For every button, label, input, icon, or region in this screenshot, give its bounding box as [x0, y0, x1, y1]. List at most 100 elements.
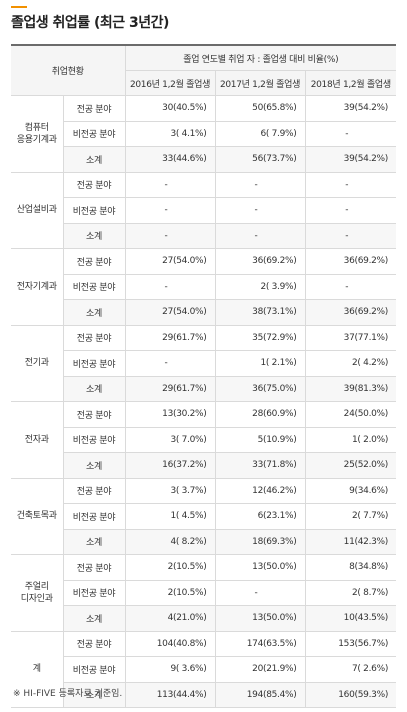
value-cell: 29(61.7%) [124, 325, 216, 351]
value-cell: 39(54.2%) [304, 95, 397, 122]
value-cell: 113(44.4%) [124, 682, 216, 708]
table-row: 비전공 분야 2(10.5%) -2( 8.7%) [11, 580, 397, 606]
header-row-group: 취업현황 졸업 연도별 취업 자 : 졸업생 대비 비율(%) [11, 45, 397, 96]
value-cell: - [304, 121, 397, 147]
header-employment-status: 취업현황 [11, 45, 126, 96]
value-cell: 2( 4.2%) [304, 350, 397, 377]
row-category: 전공 분야 [63, 325, 126, 351]
value-cell: - [124, 274, 216, 300]
table-row: 소계 - - - [11, 223, 397, 249]
value-cell: 13(50.0%) [214, 605, 306, 632]
value-cell: 2( 8.7%) [304, 580, 397, 606]
table-body: 컴퓨터 응용기계과 전공 분야 30(40.5%) 50(65.8%) 39(54.2%… [11, 95, 397, 708]
footnote: ※ HI-FIVE 등록자료 기준임. [13, 689, 123, 699]
table-row: 주얼리 디자인과 전공 분야 2(10.5%) 13(50.0%) 8(34.8%) [11, 554, 397, 632]
value-cell: 29(61.7%) [124, 376, 216, 402]
table-row: 비전공 분야 -1( 2.1%) 2( 4.2%) [11, 350, 397, 377]
row-category: 소계 [63, 299, 126, 326]
employment-table: 취업현황 졸업 연도별 취업 자 : 졸업생 대비 비율(%) 2016년 1,… [11, 44, 397, 708]
value-cell: - [214, 580, 306, 606]
value-cell: - [304, 274, 397, 300]
department-name: 전자기계과 [11, 248, 64, 326]
department-name: 산업설비과 [11, 172, 64, 249]
header-year-2018: 2018년 1,2월 졸업생 [304, 70, 397, 96]
table-row: 전자과 전공 분야 13(30.2%) 28(60.9%) 24(50.0%) [11, 401, 397, 479]
value-cell: 16(37.2%) [124, 452, 216, 479]
value-cell: - [214, 172, 306, 198]
row-category: 비전공 분야 [63, 503, 126, 530]
value-cell: 50(65.8%) [214, 95, 306, 122]
department-name: 전자과 [11, 401, 64, 479]
value-cell: 20(21.9%) [214, 656, 306, 683]
table-row: 소계 33(44.6%) 56(73.7%) 39(54.2%) [11, 146, 397, 173]
value-cell: 33(44.6%) [124, 146, 216, 173]
value-cell: - [214, 197, 306, 224]
value-cell: 2(10.5%) [124, 554, 216, 581]
value-cell: 4( 8.2%) [124, 529, 216, 555]
table-row: 비전공 분야 - - - [11, 197, 397, 224]
value-cell: 13(30.2%) [124, 401, 216, 428]
value-cell: 30(40.5%) [124, 95, 216, 122]
page-title: 졸업생 취업률 (최근 3년간) [11, 15, 169, 31]
row-category: 전공 분야 [63, 248, 126, 275]
row-category: 소계 [63, 529, 126, 555]
row-category: 소계 [63, 452, 126, 479]
value-cell: 3( 4.1%) [124, 121, 216, 147]
value-cell: - [304, 172, 397, 198]
value-cell: 7( 2.6%) [304, 656, 397, 683]
table-row: 소계 27(54.0%) 38(73.1%) 36(69.2%) [11, 299, 397, 326]
value-cell: - [124, 197, 216, 224]
value-cell: 1( 4.5%) [124, 503, 216, 530]
header-year-group: 졸업 연도별 취업 자 : 졸업생 대비 비율(%) [124, 45, 397, 71]
header-year-2016: 2016년 1,2월 졸업생 [124, 70, 216, 96]
row-category: 비전공 분야 [63, 427, 126, 453]
value-cell: 36(69.2%) [304, 299, 397, 326]
table-row: 산업설비과 전공 분야 - - - [11, 172, 397, 249]
department-name: 건축토목과 [11, 478, 64, 555]
value-cell: 35(72.9%) [214, 325, 306, 351]
table-row: 비전공 분야 9( 3.6%) 20(21.9%) 7( 2.6%) [11, 656, 397, 683]
value-cell: 10(43.5%) [304, 605, 397, 632]
value-cell: 39(54.2%) [304, 146, 397, 173]
value-cell: 4(21.0%) [124, 605, 216, 632]
row-category: 전공 분야 [63, 554, 126, 581]
title-accent-bar [11, 6, 27, 8]
value-cell: 18(69.3%) [214, 529, 306, 555]
value-cell: 174(63.5%) [214, 631, 306, 657]
value-cell: 24(50.0%) [304, 401, 397, 428]
table-row: 비전공 분야 1( 4.5%) 6(23.1%) 2( 7.7%) [11, 503, 397, 530]
value-cell: 39(81.3%) [304, 376, 397, 402]
row-category: 전공 분야 [63, 478, 126, 504]
department-name: 전기과 [11, 325, 64, 402]
row-category: 전공 분야 [63, 401, 126, 428]
table-row: 소계 113(44.4%) 194(85.4%) 160(59.3%) [11, 682, 397, 708]
department-name: 계 [11, 631, 64, 708]
value-cell: 104(40.8%) [124, 631, 216, 657]
value-cell: 25(52.0%) [304, 452, 397, 479]
value-cell: 36(69.2%) [214, 248, 306, 275]
row-category: 비전공 분야 [63, 580, 126, 606]
value-cell: 160(59.3%) [304, 682, 397, 708]
value-cell: - [124, 172, 216, 198]
value-cell: 2( 3.9%) [214, 274, 306, 300]
value-cell: 12(46.2%) [214, 478, 306, 504]
value-cell: 9( 3.6%) [124, 656, 216, 683]
row-category: 소계 [63, 223, 126, 249]
value-cell: 56(73.7%) [214, 146, 306, 173]
table-row: 비전공 분야 -2( 3.9%) - [11, 274, 397, 300]
department-name: 주얼리 디자인과 [11, 554, 64, 632]
value-cell: 27(54.0%) [124, 248, 216, 275]
table-row: 건축토목과 전공 분야 3( 3.7%) 12(46.2%) 9(34.6%) [11, 478, 397, 555]
row-category: 비전공 분야 [63, 274, 126, 300]
value-cell: 3( 7.0%) [124, 427, 216, 453]
row-category: 비전공 분야 [63, 656, 126, 683]
value-cell: - [304, 223, 397, 249]
table-row: 전자기계과 전공 분야 27(54.0%) 36(69.2%) 36(69.2%) [11, 248, 397, 326]
value-cell: - [304, 197, 397, 224]
department-name: 컴퓨터 응용기계과 [11, 95, 64, 173]
value-cell: 33(71.8%) [214, 452, 306, 479]
row-category: 소계 [63, 376, 126, 402]
row-category: 전공 분야 [63, 631, 126, 657]
value-cell: 38(73.1%) [214, 299, 306, 326]
row-category: 전공 분야 [63, 95, 126, 122]
